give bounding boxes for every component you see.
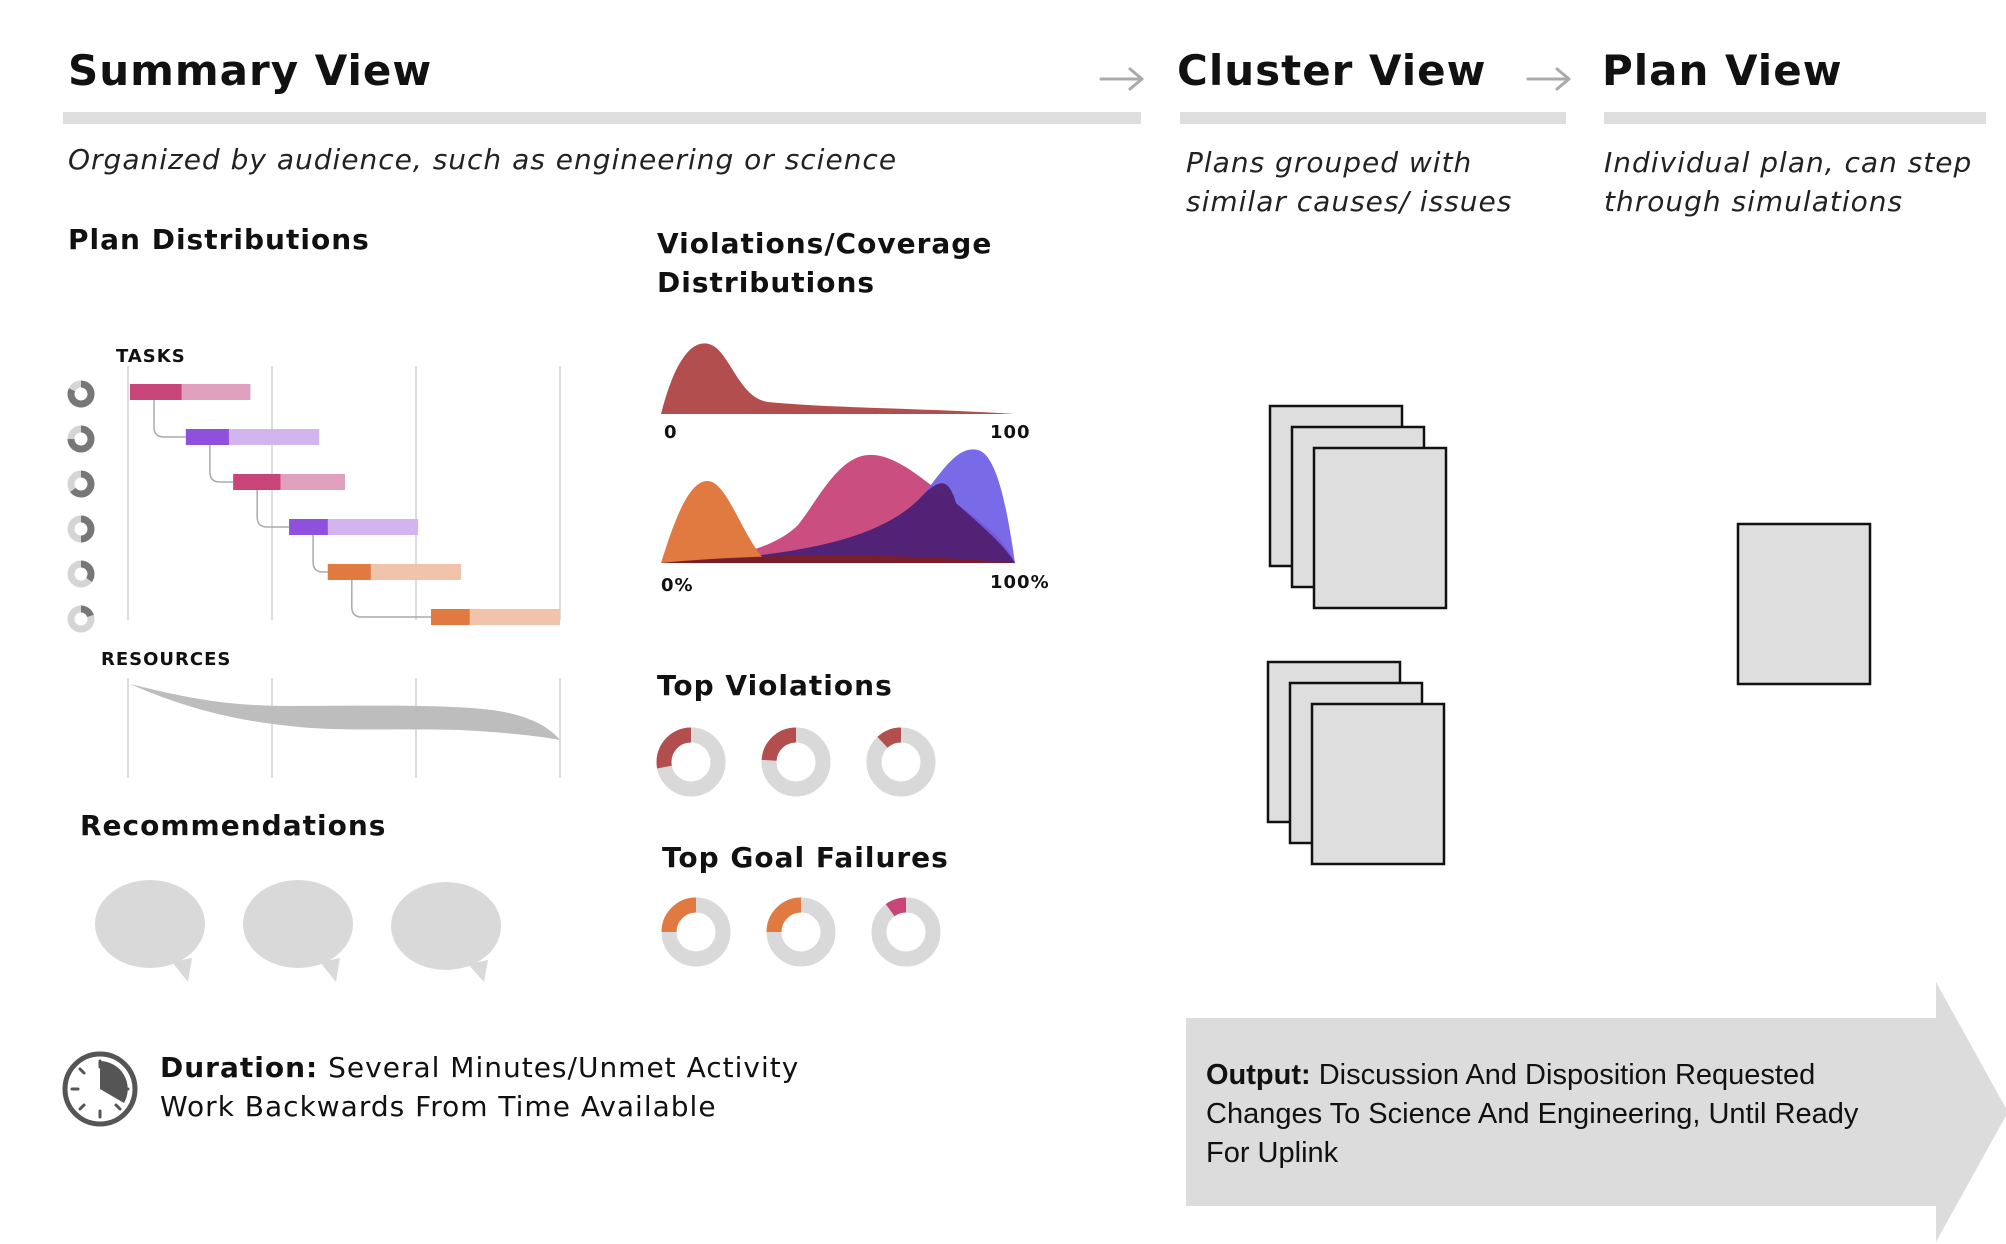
task-dependency-1 [153, 400, 186, 438]
violation-donut-track-3 [866, 727, 936, 797]
duration-label: Duration: [160, 1051, 319, 1084]
coverage-area-overlap [661, 483, 1015, 563]
goal-failure-donut-3 [885, 897, 907, 917]
progress-ring-5 [80, 560, 95, 582]
task-bar-progress-1 [130, 384, 182, 400]
document-icon [1736, 522, 1872, 686]
document-stack-icon [1266, 660, 1446, 866]
task-dependency-2 [209, 445, 234, 483]
task-bar-progress-4 [289, 519, 328, 535]
arrow-right-icon [1526, 67, 1571, 91]
coverage-distribution-chart [661, 449, 1015, 563]
violation-donut-1 [656, 727, 692, 769]
output-arrow-shape [1186, 982, 2006, 1242]
plan-view-header-bar [1604, 112, 1986, 124]
coverage-area-orange [661, 480, 768, 563]
goal-failure-donut-2 [766, 897, 802, 933]
top-goal-failures-title: Top Goal Failures [662, 841, 949, 874]
violations-distribution-chart [661, 343, 1015, 414]
coverage-baseline [661, 555, 1015, 563]
speech-bubble-icon [95, 880, 205, 982]
summary-view-header-bar [63, 112, 1141, 124]
cluster-view-title: Cluster View [1177, 46, 1487, 95]
clock-icon [62, 1051, 138, 1127]
gantt-chart [67, 366, 561, 778]
duration-line2: Work Backwards From Time Available [160, 1090, 717, 1123]
progress-ring-6 [80, 605, 94, 618]
speech-bubble-icon [243, 880, 353, 982]
recommendation-bubbles [95, 880, 501, 982]
gantt-task-bars [130, 384, 560, 625]
violation-donut-2 [761, 727, 797, 762]
top-violations-title: Top Violations [657, 669, 893, 702]
tasks-label: TASKS [116, 346, 186, 367]
output-line2: Changes To Science And Engineering, Unti… [1206, 1098, 1859, 1130]
arrow-right-icon [1099, 67, 1144, 91]
resources-curve [130, 684, 560, 740]
resources-label: RESOURCES [101, 649, 232, 670]
summary-view-title: Summary View [68, 46, 433, 95]
plan-view-title: Plan View [1602, 46, 1843, 95]
summary-view-subtitle: Organized by audience, such as engineeri… [68, 143, 898, 176]
top-axis-max-label: 100 [990, 422, 1031, 443]
task-progress-rings [67, 380, 95, 633]
speech-bubble-icon [391, 882, 501, 982]
cluster-view-subtitle-line1: Plans grouped with [1186, 146, 1473, 179]
plan-view-subtitle-line2: through simulations [1604, 185, 1904, 218]
task-bar-progress-6 [431, 609, 470, 625]
progress-ring-1 [67, 380, 95, 408]
bottom-axis-min-label: 0% [661, 575, 694, 596]
task-dependency-3 [256, 490, 290, 528]
task-bar-progress-3 [233, 474, 281, 490]
violations-distribution-area [661, 343, 1015, 414]
duration-line1: Duration: Several Minutes/Unmet Activity [160, 1048, 799, 1087]
task-dependency-4 [312, 535, 328, 573]
gantt-dependency-lines [153, 400, 431, 618]
violation-donut-3 [877, 727, 902, 749]
cluster-view-subtitle-line2: similar causes/ issues [1186, 185, 1513, 218]
output-value: Discussion And Disposition Requested [1318, 1059, 1816, 1091]
violations-coverage-title-line2: Distributions [657, 266, 876, 299]
violations-coverage-title-line1: Violations/Coverage [657, 227, 993, 260]
goal-failure-donut-1 [661, 897, 697, 933]
progress-ring-4 [80, 515, 95, 543]
violation-donut-track-2 [761, 727, 831, 797]
duration-value: Several Minutes/Unmet Activity [328, 1051, 800, 1084]
output-label: Output: [1206, 1059, 1311, 1091]
top-violations-donuts [656, 727, 936, 797]
task-dependency-5 [351, 580, 431, 618]
task-bar-progress-5 [327, 564, 371, 580]
progress-ring-3 [70, 470, 95, 498]
recommendations-title: Recommendations [80, 809, 387, 842]
progress-ring-2 [67, 425, 95, 453]
output-line1: Output: Discussion And Disposition Reque… [1206, 1056, 1815, 1095]
goal-failure-donut-track-3 [871, 897, 941, 967]
bottom-axis-max-label: 100% [990, 572, 1050, 593]
output-line3: For Uplink [1206, 1137, 1339, 1169]
top-goal-failures-donuts [661, 897, 941, 967]
document-stack-icon [1268, 404, 1448, 610]
plan-view-subtitle-line1: Individual plan, can step [1604, 146, 1973, 179]
cluster-view-header-bar [1180, 112, 1566, 124]
task-bar-progress-2 [185, 429, 229, 445]
top-axis-min-label: 0 [664, 422, 678, 443]
plan-distributions-title: Plan Distributions [68, 223, 370, 256]
